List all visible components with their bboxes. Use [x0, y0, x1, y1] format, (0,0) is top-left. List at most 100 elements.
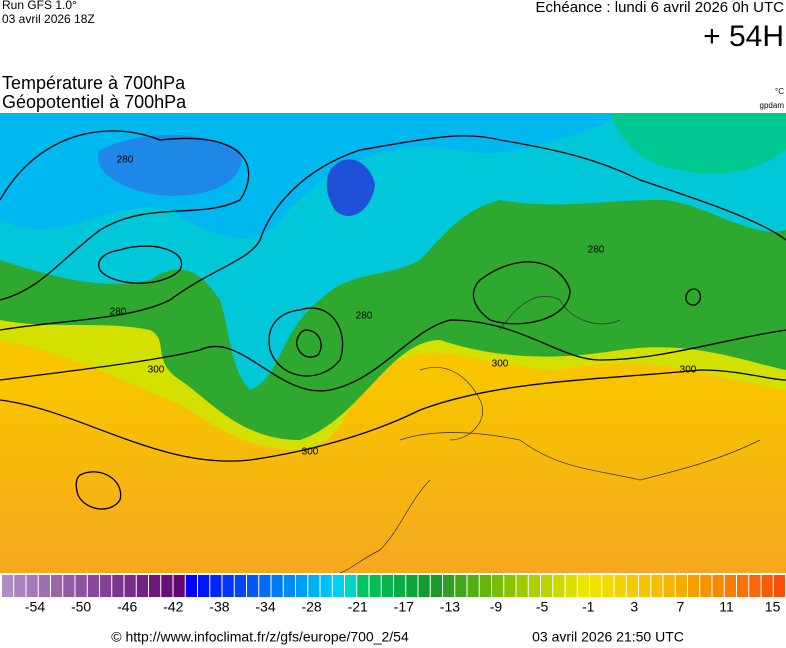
legend-label: -1	[582, 599, 595, 615]
color-swatch	[749, 575, 761, 597]
color-swatch	[479, 575, 491, 597]
color-swatch	[259, 575, 271, 597]
color-swatch	[26, 575, 38, 597]
color-swatch	[700, 575, 712, 597]
color-swatch	[87, 575, 99, 597]
color-swatch	[651, 575, 663, 597]
color-swatch	[149, 575, 161, 597]
color-swatch	[724, 575, 736, 597]
color-swatch	[467, 575, 479, 597]
color-swatch	[639, 575, 651, 597]
color-swatch	[234, 575, 246, 597]
legend-label: -54	[25, 599, 45, 615]
color-swatch	[320, 575, 332, 597]
title-geopotential: Géopotentiel à 700hPa	[2, 92, 187, 112]
legend-label: 11	[719, 599, 734, 615]
color-swatch	[112, 575, 124, 597]
cold-core	[326, 159, 375, 216]
legend: -54 -50 -46 -42 -38 -34 -28 -21 -17 -13 -9 -5 -1 3 7 11…	[2, 575, 785, 615]
color-swatch	[406, 575, 418, 597]
color-swatch	[124, 575, 136, 597]
color-swatch	[688, 575, 700, 597]
color-swatch	[492, 575, 504, 597]
color-swatch	[504, 575, 516, 597]
color-swatch	[565, 575, 577, 597]
color-swatch	[369, 575, 381, 597]
color-swatch	[271, 575, 283, 597]
color-swatch	[675, 575, 687, 597]
title-temperature: Température à 700hPa	[2, 73, 186, 93]
contour-label: 300	[680, 365, 697, 376]
color-swatch	[210, 575, 222, 597]
color-swatch	[75, 575, 87, 597]
color-swatch	[443, 575, 455, 597]
source-url: © http://www.infoclimat.fr/z/gfs/europe/…	[111, 629, 409, 645]
contour-label: 280	[117, 155, 134, 166]
color-swatch	[761, 575, 773, 597]
cold-core	[98, 135, 242, 196]
color-swatch	[100, 575, 112, 597]
color-swatch	[455, 575, 467, 597]
color-swatch	[357, 575, 369, 597]
color-swatch	[173, 575, 185, 597]
color-swatch	[14, 575, 26, 597]
contour-labels: 280 280 280 280 300 300 300 300	[110, 155, 697, 458]
color-swatch	[394, 575, 406, 597]
color-swatch	[283, 575, 295, 597]
lead-time: + 54H	[703, 20, 784, 53]
contour-label: 280	[110, 307, 127, 318]
unit-geopotential: gpdam	[760, 101, 785, 110]
map	[0, 113, 786, 573]
legend-label: 3	[630, 599, 638, 615]
contour-label: 280	[588, 245, 605, 256]
color-swatch	[381, 575, 393, 597]
echeance: Echéance : lundi 6 avril 2026 0h UTC	[536, 0, 785, 16]
color-swatch	[418, 575, 430, 597]
color-swatch	[626, 575, 638, 597]
legend-label: 15	[765, 599, 781, 615]
color-swatch	[553, 575, 565, 597]
color-swatch	[528, 575, 540, 597]
coastlines	[339, 295, 761, 573]
legend-label: -42	[163, 599, 183, 615]
run-label: Run GFS 1.0°	[2, 0, 77, 12]
color-swatch	[737, 575, 749, 597]
color-swatch	[663, 575, 675, 597]
legend-label: -34	[255, 599, 275, 615]
color-swatch	[602, 575, 614, 597]
color-swatch	[516, 575, 528, 597]
color-swatch	[541, 575, 553, 597]
color-swatch	[161, 575, 173, 597]
color-swatch	[590, 575, 602, 597]
legend-label: -38	[209, 599, 229, 615]
color-swatch	[51, 575, 63, 597]
unit-temperature: °C	[775, 87, 784, 96]
color-swatch	[63, 575, 75, 597]
timestamp: 03 avril 2026 21:50 UTC	[532, 629, 684, 645]
legend-label: -50	[71, 599, 91, 615]
color-swatch	[38, 575, 50, 597]
color-swatch	[185, 575, 197, 597]
legend-label: -46	[117, 599, 137, 615]
run-date: 03 avril 2026 18Z	[2, 12, 95, 26]
color-swatch	[773, 575, 785, 597]
legend-label: -17	[394, 599, 414, 615]
color-swatch	[296, 575, 308, 597]
legend-label: -9	[490, 599, 503, 615]
color-swatch	[2, 575, 14, 597]
contour-label: 300	[148, 365, 165, 376]
contour-label: 300	[302, 447, 319, 458]
color-swatch	[614, 575, 626, 597]
legend-label: -5	[536, 599, 549, 615]
legend-label: -21	[348, 599, 368, 615]
contour-label: 280	[356, 311, 373, 322]
legend-label: -13	[440, 599, 460, 615]
color-swatch	[712, 575, 724, 597]
legend-label: 7	[677, 599, 685, 615]
color-swatch	[430, 575, 442, 597]
color-swatch	[332, 575, 344, 597]
color-swatch	[222, 575, 234, 597]
color-swatch	[345, 575, 357, 597]
north-field	[610, 113, 786, 174]
